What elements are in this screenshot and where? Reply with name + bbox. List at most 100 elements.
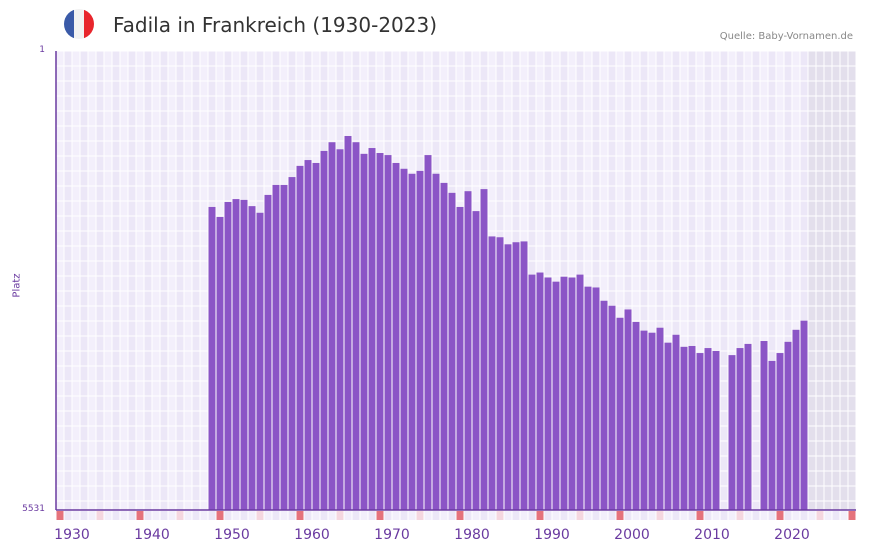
year-marker-1952	[232, 511, 240, 520]
year-marker-2007	[672, 511, 680, 520]
bar-2000	[616, 317, 624, 510]
year-marker-1972	[392, 511, 400, 520]
bar-1976	[424, 155, 432, 510]
year-marker-1977	[432, 511, 440, 520]
year-marker-1950	[216, 511, 224, 520]
bar-1967	[352, 142, 360, 510]
year-marker-2005	[656, 511, 664, 520]
year-marker-2015	[736, 511, 744, 520]
year-marker-1999	[608, 511, 616, 520]
bar-2019	[768, 360, 776, 510]
bar-1955	[256, 212, 264, 511]
bar-1988	[520, 241, 528, 511]
year-marker-1983	[480, 511, 488, 520]
year-marker-2010	[696, 511, 704, 520]
bar-1956	[264, 194, 272, 510]
year-marker-2009	[688, 511, 696, 520]
bar-2011	[704, 348, 712, 510]
bar-1954	[248, 206, 256, 511]
bar-2007	[672, 334, 680, 510]
year-marker-1935	[96, 511, 104, 520]
year-marker-1968	[360, 511, 368, 520]
year-marker-1991	[544, 511, 552, 520]
bar-1950	[216, 216, 224, 511]
year-marker-1967	[352, 511, 360, 520]
year-marker-1940	[136, 511, 144, 520]
year-marker-1970	[376, 511, 384, 520]
bar-2001	[624, 309, 632, 510]
year-marker-1966	[344, 511, 352, 520]
bar-1977	[432, 173, 440, 510]
flag-blue-stripe	[64, 9, 74, 39]
x-tick-label: 2020	[774, 527, 810, 543]
year-marker-2017	[752, 511, 760, 520]
bar-1975	[416, 170, 424, 510]
bar-1973	[400, 168, 408, 510]
bar-1966	[344, 135, 352, 511]
bar-1968	[360, 153, 368, 510]
year-marker-2029	[848, 511, 856, 520]
bar-2023	[800, 320, 808, 510]
year-marker-1988	[520, 511, 528, 520]
bar-1993	[560, 276, 568, 510]
france-flag-icon	[64, 9, 94, 39]
bar-2012	[712, 350, 720, 510]
year-marker-1986	[504, 511, 512, 520]
year-marker-1963	[320, 511, 328, 520]
bar-1987	[512, 242, 520, 511]
bar-2002	[632, 321, 640, 510]
year-marker-1996	[584, 511, 592, 520]
bar-1952	[232, 199, 240, 510]
bar-1953	[240, 199, 248, 510]
bar-2006	[664, 342, 672, 510]
bar-1949	[208, 206, 216, 511]
year-marker-1985	[496, 511, 504, 520]
year-marker-2018	[760, 511, 768, 520]
year-marker-2001	[624, 511, 632, 520]
bar-1999	[608, 305, 616, 510]
bar-2018	[760, 341, 768, 510]
y-tick-bottom: 5531	[22, 504, 45, 514]
bar-2005	[656, 327, 664, 510]
year-marker-1939	[128, 511, 136, 520]
year-marker-2025	[816, 511, 824, 520]
x-tick-label: 1970	[374, 527, 410, 543]
year-marker-1971	[384, 511, 392, 520]
year-marker-2022	[792, 511, 800, 520]
year-marker-1945	[176, 511, 184, 520]
year-marker-2011	[704, 511, 712, 520]
bar-1981	[464, 191, 472, 510]
bar-1998	[600, 300, 608, 510]
bar-2010	[696, 353, 704, 510]
bar-1978	[440, 182, 448, 510]
bar-1964	[328, 142, 336, 510]
bar-1985	[496, 237, 504, 511]
bar-2009	[688, 345, 696, 510]
bar-2022	[792, 329, 800, 510]
bar-1960	[296, 165, 304, 510]
year-marker-2019	[768, 511, 776, 520]
bar-1971	[384, 155, 392, 510]
bar-2014	[728, 355, 736, 510]
x-tick-label: 2000	[614, 527, 650, 543]
year-marker-1981	[464, 511, 472, 520]
flag-white-stripe	[74, 9, 84, 39]
flag-red-stripe	[84, 9, 94, 39]
year-marker-1933	[80, 511, 88, 520]
bar-2021	[784, 341, 792, 510]
year-marker-1961	[304, 511, 312, 520]
bar-1974	[408, 173, 416, 510]
year-marker-2004	[648, 511, 656, 520]
year-marker-1955	[256, 511, 264, 520]
bar-2015	[736, 348, 744, 510]
year-marker-1979	[448, 511, 456, 520]
year-marker-1932	[72, 511, 80, 520]
year-marker-1976	[424, 511, 432, 520]
year-marker-2012	[712, 511, 720, 520]
year-marker-2003	[640, 511, 648, 520]
year-marker-1942	[152, 511, 160, 520]
year-marker-2024	[808, 511, 816, 520]
year-marker-1998	[600, 511, 608, 520]
year-marker-1982	[472, 511, 480, 520]
